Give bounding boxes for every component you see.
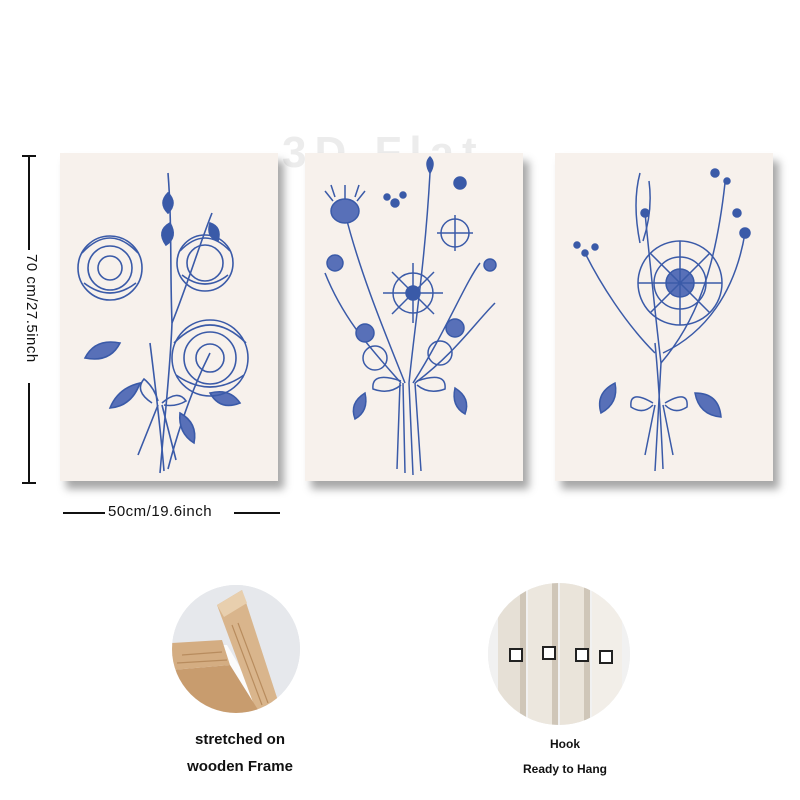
hook-icon [509, 646, 613, 664]
hook-detail-image [488, 583, 630, 725]
frame-caption-line1: stretched on [194, 731, 285, 748]
height-dimension-bottom-line [28, 383, 30, 483]
peony-bouquet-illustration [77, 172, 249, 474]
art-panel-middle [305, 153, 523, 481]
hook-caption: Hook [550, 737, 580, 751]
art-panel-left [60, 153, 278, 481]
wildflower-bouquet-illustration [324, 155, 497, 476]
sunflower-bouquet-illustration [573, 168, 751, 472]
frame-caption-line2: wooden Frame [187, 758, 293, 775]
height-dimension-top-line [28, 155, 30, 250]
height-dimension-bottom-tick [22, 482, 36, 484]
art-panel-right [555, 153, 773, 481]
wooden-frame-photo [172, 585, 300, 713]
hook-photo [488, 583, 630, 725]
wooden-frame-corner-image [172, 585, 300, 713]
width-dimension-left-line [63, 512, 105, 514]
width-dimension-label: 50cm/19.6inch [108, 503, 213, 520]
ready-to-hang-caption: Ready to Hang [522, 762, 607, 776]
width-dimension-right-line [234, 512, 280, 514]
height-dimension-label: 70 cm/27.5inch [23, 254, 40, 363]
